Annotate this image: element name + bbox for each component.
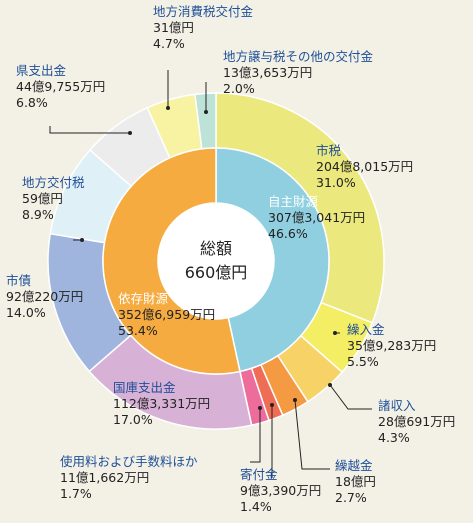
outer-label-amount-2: 28億691万円 <box>378 414 455 429</box>
center-title: 総額 <box>200 239 232 258</box>
outer-label-name-5: 使用料および手数料ほか <box>60 454 198 469</box>
leader-line-2 <box>329 384 372 410</box>
outer-ring <box>47 92 385 430</box>
outer-label-name-9: 県支出金 <box>16 63 67 78</box>
inner-label-amount-1: 352億6,959万円 <box>118 307 215 322</box>
outer-label-amount-0: 204億8,015万円 <box>316 159 413 174</box>
inner-label-pct-1: 53.4% <box>118 323 158 338</box>
outer-label-amount-9: 44億9,755万円 <box>16 79 105 94</box>
center-total: 660億円 <box>185 263 248 282</box>
outer-label-amount-5: 11億1,662万円 <box>60 470 149 485</box>
inner-label-name-1: 依存財源 <box>118 291 169 306</box>
outer-label-name-0: 市税 <box>316 143 342 158</box>
inner-label-pct-0: 46.6% <box>268 226 308 241</box>
outer-label-amount-11: 13億3,653万円 <box>223 65 312 80</box>
outer-label-name-8: 地方交付税 <box>22 175 85 190</box>
outer-label-pct-0: 31.0% <box>316 175 356 190</box>
leader-dot-5 <box>258 406 262 410</box>
outer-label-pct-11: 2.0% <box>223 81 255 96</box>
outer-label-pct-7: 14.0% <box>6 305 46 320</box>
outer-label-pct-2: 4.3% <box>378 430 410 445</box>
outer-label-amount-4: 9億3,390万円 <box>240 483 321 498</box>
outer-label-amount-7: 92億220万円 <box>6 289 83 304</box>
outer-label-pct-3: 2.7% <box>335 490 367 505</box>
leader-line-9 <box>49 126 130 134</box>
outer-label-pct-5: 1.7% <box>60 486 92 501</box>
outer-label-pct-4: 1.4% <box>240 499 272 514</box>
leader-line-3 <box>294 399 330 470</box>
leader-lines <box>49 70 372 478</box>
leader-dot-9 <box>128 131 132 135</box>
outer-label-pct-8: 8.9% <box>22 207 54 222</box>
leader-dot-2 <box>328 383 332 387</box>
outer-label-amount-6: 112億3,331万円 <box>113 396 210 411</box>
outer-label-amount-3: 18億円 <box>335 474 376 489</box>
inner-label-amount-0: 307億3,041万円 <box>268 210 365 225</box>
outer-label-name-6: 国庫支出金 <box>113 380 176 395</box>
outer-label-amount-10: 31億円 <box>153 20 194 35</box>
leader-dot-11 <box>204 110 208 114</box>
outer-label-pct-6: 17.0% <box>113 412 153 427</box>
leader-dot-1 <box>333 331 337 335</box>
outer-label-pct-10: 4.7% <box>153 36 185 51</box>
outer-label-name-10: 地方消費税交付金 <box>153 4 254 19</box>
outer-label-pct-1: 5.5% <box>347 354 379 369</box>
leader-line-5 <box>250 408 261 463</box>
outer-label-amount-1: 35億9,283万円 <box>347 338 436 353</box>
outer-label-name-1: 繰入金 <box>347 322 385 337</box>
leader-dot-8 <box>80 238 84 242</box>
outer-label-name-3: 繰越金 <box>335 458 373 473</box>
outer-label-name-11: 地方譲与税その他の交付金 <box>223 49 374 64</box>
center-hole <box>158 203 274 319</box>
leader-dot-10 <box>166 106 170 110</box>
leader-dot-3 <box>293 398 297 402</box>
inner-label-name-0: 自主財源 <box>268 194 319 209</box>
outer-label-name-2: 諸収入 <box>378 398 416 413</box>
outer-label-pct-9: 6.8% <box>16 95 48 110</box>
outer-label-amount-8: 59億円 <box>22 191 63 206</box>
outer-label-name-4: 寄付金 <box>240 467 278 482</box>
leader-dot-4 <box>270 403 274 407</box>
outer-label-name-7: 市債 <box>6 273 31 288</box>
